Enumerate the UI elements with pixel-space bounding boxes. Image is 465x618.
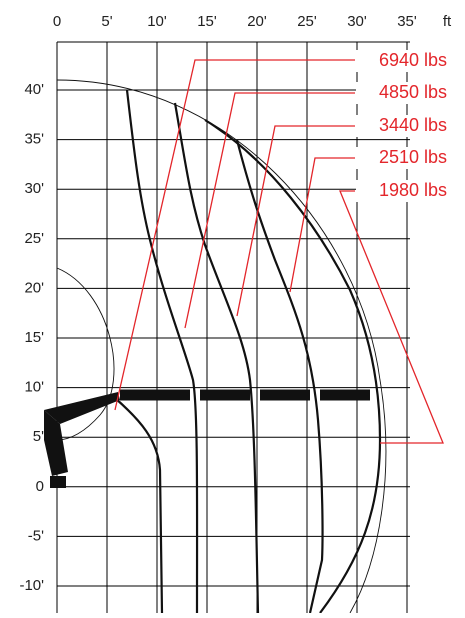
leader-1980: [339, 190, 444, 444]
y-label: 30': [24, 180, 44, 197]
y-label: 25': [24, 230, 44, 247]
load-label-bg: [356, 180, 450, 202]
curve-4850: [173, 102, 260, 614]
x-label: 15': [197, 13, 217, 30]
y-label: 15': [24, 329, 44, 346]
y-label: -10': [19, 577, 44, 594]
load-label: 4850 lbs: [379, 82, 447, 102]
load-label-bg: [356, 115, 450, 137]
crane-cab: [44, 410, 68, 476]
load-label: 2510 lbs: [379, 147, 447, 167]
leader-3440: [236, 125, 355, 317]
y-label: 40': [24, 81, 44, 98]
max-reach-arc: [56, 79, 387, 614]
boom-arm: [44, 392, 120, 424]
x-label: 20': [247, 13, 267, 30]
curve-1980: [204, 119, 382, 614]
leader-6940: [114, 59, 355, 411]
x-label: 30': [347, 13, 367, 30]
curve-3440: [235, 139, 324, 614]
crane-base: [50, 476, 66, 488]
load-label: 3440 lbs: [379, 115, 447, 135]
load-label-bg: [356, 50, 450, 72]
curve-boom-tip: [114, 397, 164, 614]
leader-4850: [184, 92, 355, 329]
y-label: 20': [24, 279, 44, 296]
leader-2510: [289, 157, 355, 293]
y-label: 5': [33, 428, 44, 445]
x-label: 25': [297, 13, 317, 30]
y-label: 10': [24, 379, 44, 396]
grid: [56, 41, 410, 613]
load-label: 1980 lbs: [379, 180, 447, 200]
load-label: 6940 lbs: [379, 50, 447, 70]
x-label: 5': [101, 13, 112, 30]
load-label-bg: [356, 147, 450, 169]
x-label: 35': [397, 13, 417, 30]
x-label: 0: [53, 13, 61, 30]
y-label: 35': [24, 131, 44, 148]
x-label: 10': [147, 13, 167, 30]
load-label-bg: [356, 82, 450, 104]
y-label: 0: [36, 478, 44, 495]
y-label: -5': [28, 527, 44, 544]
labels: 0 5' 10' 15' 20' 25' 30' 35' ft 40' 35' 30' 25' 20' 15…: [19, 13, 452, 594]
curve-6940: [125, 89, 199, 614]
x-unit: ft: [443, 13, 452, 30]
